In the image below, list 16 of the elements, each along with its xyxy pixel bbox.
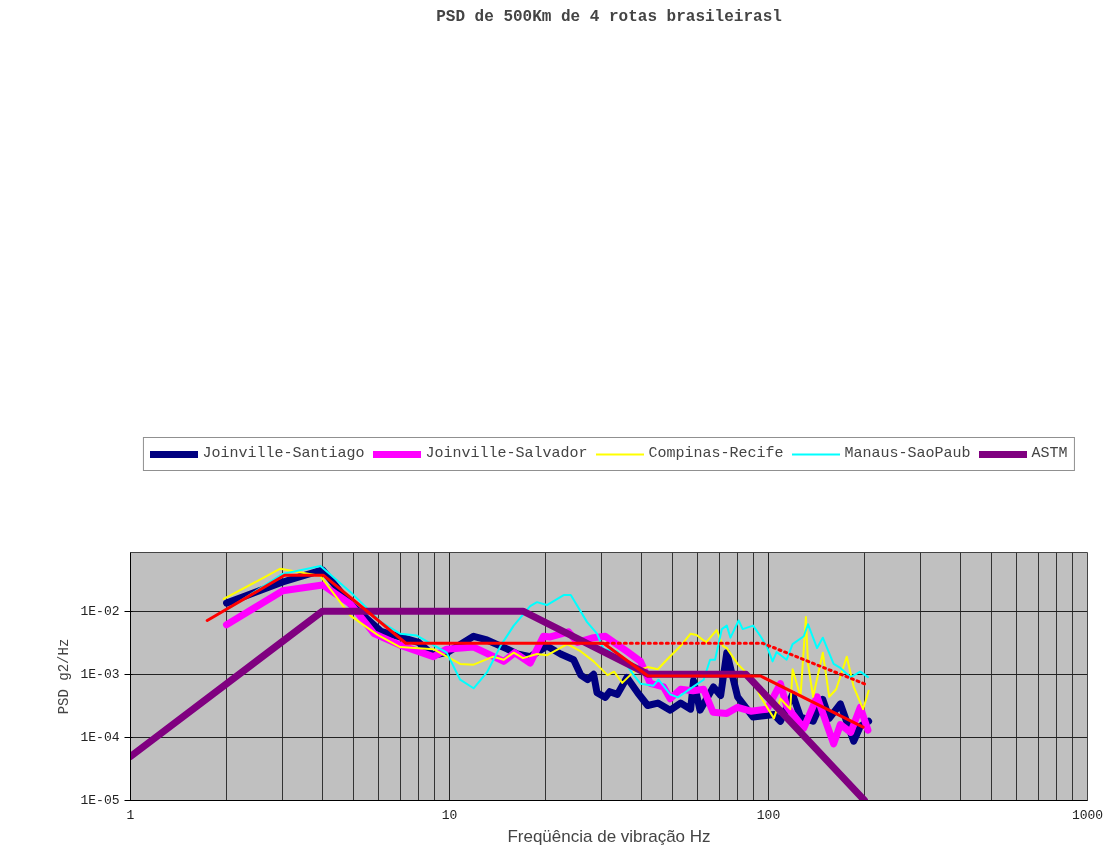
x-tick-label: 1: [126, 807, 135, 823]
legend-label: ASTM: [1031, 445, 1068, 463]
x-tick-label: 100: [756, 807, 781, 823]
x-tick-label: 1000: [1071, 807, 1104, 823]
y-tick-label: 1E-04: [80, 729, 120, 745]
y-tick-label: 1E-05: [80, 793, 120, 808]
y-axis-title: PSD g2/Hz: [56, 638, 73, 715]
chart-title: PSD de 500Km de 4 rotas brasileirasl: [436, 7, 782, 26]
x-axis-title: Freqüência de vibração Hz: [507, 826, 711, 846]
legend-label: Compinas-Recife: [648, 445, 784, 463]
y-tick-label: 1E-02: [80, 603, 120, 619]
x-tick-label: 10: [441, 807, 458, 823]
legend-label: Joinville-Salvador: [425, 445, 588, 463]
legend-label: Manaus-SaoPaub: [844, 445, 971, 463]
legend-label: Joinville-Santiago: [202, 445, 365, 463]
y-tick-label: 1E-03: [80, 666, 120, 682]
